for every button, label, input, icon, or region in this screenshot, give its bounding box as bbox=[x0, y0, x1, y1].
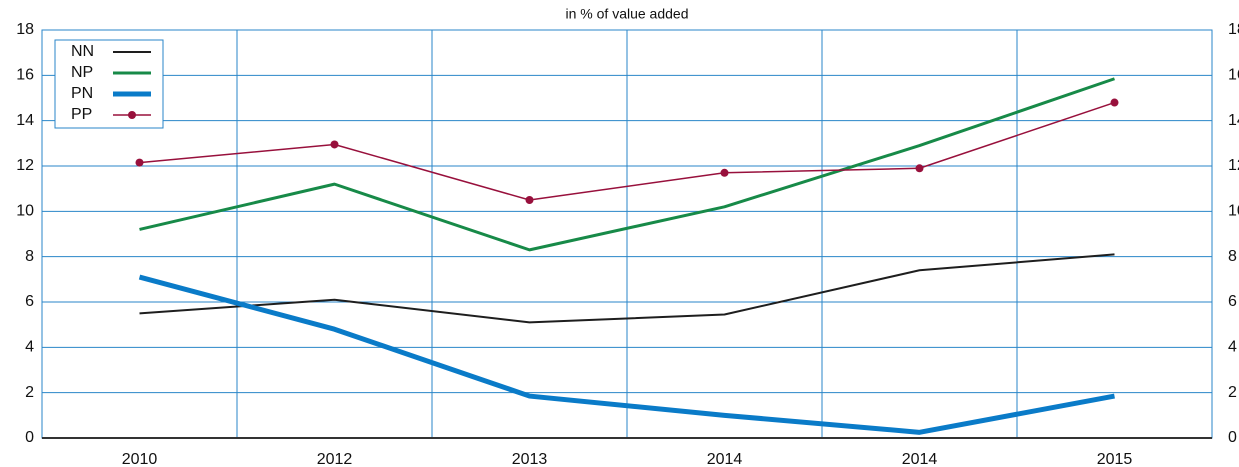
legend-label: PN bbox=[71, 85, 93, 102]
chart-subtitle: in % of value added bbox=[566, 6, 689, 22]
legend-label: NP bbox=[71, 64, 93, 81]
y-tick-label: 8 bbox=[25, 248, 34, 265]
x-tick-label: 2015 bbox=[1097, 451, 1133, 467]
x-tick-label: 2013 bbox=[512, 451, 548, 467]
y2-tick-label: 6 bbox=[1228, 293, 1237, 310]
y-tick-label: 14 bbox=[16, 112, 34, 129]
y2-tick-label: 18 bbox=[1228, 21, 1239, 38]
y-tick-label: 0 bbox=[25, 429, 34, 446]
y2-tick-label: 4 bbox=[1228, 339, 1237, 356]
y2-tick-label: 2 bbox=[1228, 384, 1237, 401]
y2-tick-label: 8 bbox=[1228, 248, 1237, 265]
y-tick-label: 10 bbox=[16, 203, 34, 220]
series-line bbox=[139, 253, 1115, 324]
y-tick-label: 18 bbox=[16, 21, 34, 38]
legend-label: PP bbox=[71, 106, 92, 123]
legend-marker bbox=[128, 111, 136, 119]
x-tick-label: 2014 bbox=[707, 451, 743, 467]
series-line bbox=[139, 77, 1115, 252]
legend-label: NN bbox=[71, 43, 94, 60]
series-line bbox=[138, 274, 1115, 435]
point bbox=[135, 158, 144, 167]
y-tick-label: 2 bbox=[25, 384, 34, 401]
y2-tick-label: 10 bbox=[1228, 203, 1239, 220]
y2-tick-label: 14 bbox=[1228, 112, 1239, 129]
y-tick-label: 4 bbox=[25, 339, 34, 356]
point bbox=[720, 168, 729, 177]
legend-box bbox=[54, 39, 164, 129]
point bbox=[525, 196, 534, 204]
x-tick-label: 2014 bbox=[902, 451, 938, 467]
point bbox=[330, 140, 339, 149]
y2-tick-label: 16 bbox=[1228, 67, 1239, 84]
y-tick-label: 16 bbox=[16, 67, 34, 84]
y2-tick-label: 0 bbox=[1228, 429, 1237, 446]
point bbox=[915, 164, 924, 173]
y2-tick-label: 12 bbox=[1228, 157, 1239, 174]
x-tick-label: 2010 bbox=[122, 451, 158, 467]
y-tick-label: 6 bbox=[25, 293, 34, 310]
series-line bbox=[139, 101, 1115, 201]
point bbox=[1110, 98, 1119, 107]
x-tick-label: 2012 bbox=[317, 451, 353, 467]
y-tick-label: 12 bbox=[16, 157, 34, 174]
